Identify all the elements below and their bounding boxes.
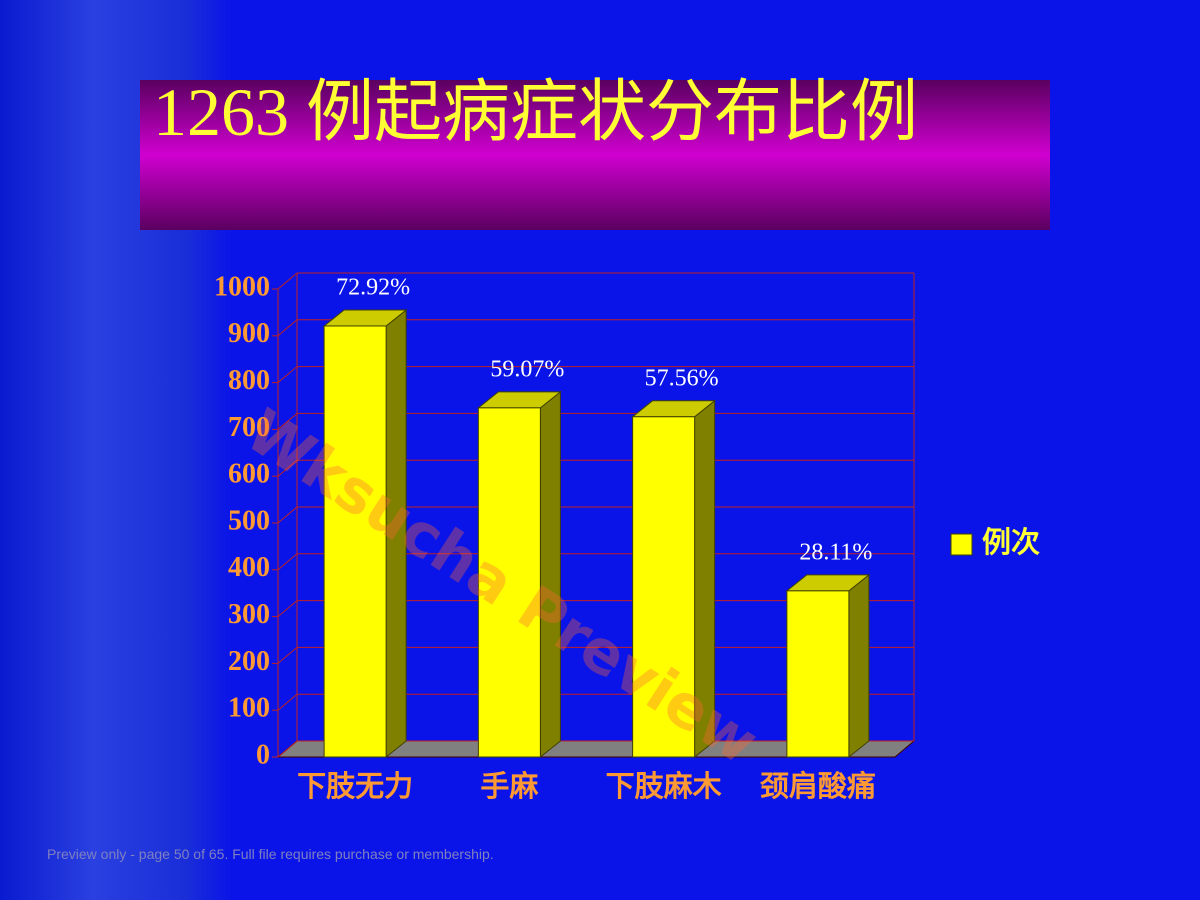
y-tick-label: 800 — [228, 365, 270, 396]
legend-label: 例次 — [982, 525, 1040, 559]
y-tick-label: 200 — [228, 646, 270, 677]
y-tick-label: 700 — [228, 412, 270, 443]
y-tick-label: 300 — [228, 599, 270, 630]
y-tick-label: 500 — [228, 505, 270, 536]
x-tick-label: 下肢无力 — [297, 769, 413, 803]
bar — [477, 407, 541, 758]
grid-line — [277, 693, 298, 711]
bar — [323, 325, 387, 758]
grid-line — [277, 366, 298, 383]
grid-line — [277, 506, 298, 524]
grid-line — [277, 413, 298, 430]
grid-line — [277, 647, 298, 664]
chart-title: 1263 例起病症状分布比例 — [153, 74, 919, 150]
bar — [786, 590, 850, 758]
grid-line — [277, 459, 298, 477]
y-tick-label: 1000 — [214, 271, 270, 302]
y-tick-label: 0 — [256, 739, 270, 770]
x-tick-label: 下肢麻木 — [606, 769, 722, 803]
x-tick-label: 手麻 — [480, 769, 539, 803]
bar — [632, 416, 696, 758]
data-label: 59.07% — [490, 356, 564, 382]
grid-line — [277, 319, 298, 337]
bar-side — [848, 573, 870, 759]
legend-swatch — [950, 533, 973, 556]
grid-line — [277, 272, 298, 290]
footer: Preview only - page 50 of 65. Full file … — [47, 846, 494, 862]
y-tick-label: 900 — [228, 318, 270, 349]
y-tick-label: 100 — [228, 693, 270, 724]
grid-line — [277, 553, 298, 571]
data-label: 72.92% — [336, 274, 410, 300]
x-tick-label: 颈肩酸痛 — [760, 769, 876, 803]
title-bar — [140, 80, 1050, 230]
y-tick-label: 400 — [228, 552, 270, 583]
y-tick-label: 600 — [228, 459, 270, 490]
data-label: 28.11% — [799, 539, 872, 565]
grid-line — [277, 740, 298, 758]
data-label: 57.56% — [645, 365, 719, 391]
grid-line — [277, 600, 298, 617]
